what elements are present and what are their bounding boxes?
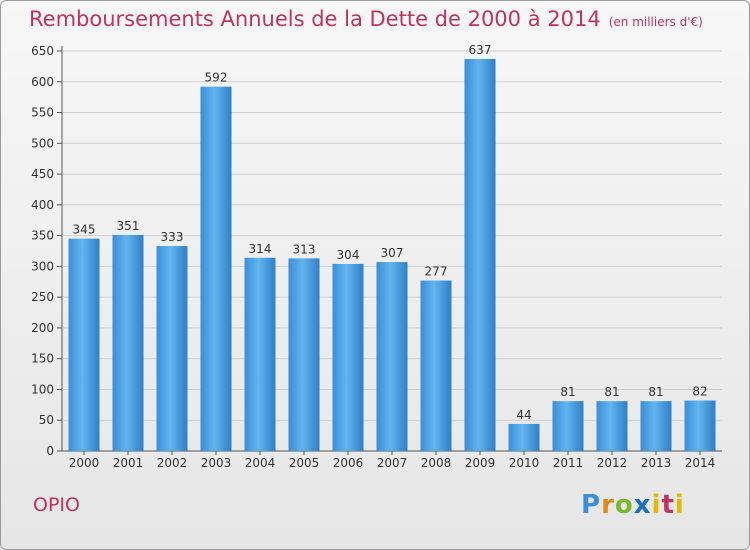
x-tick-label: 2011 [553,456,584,470]
x-tick-label: 2008 [421,456,452,470]
bar [684,400,716,451]
y-tick-label: 350 [31,229,54,243]
bar [68,238,100,451]
y-tick-label: 450 [31,167,54,181]
y-tick-label: 550 [31,106,54,120]
chart-subtitle: (en milliers d'€) [608,15,703,29]
bar [288,258,320,451]
y-tick-label: 0 [46,444,54,458]
y-tick-label: 300 [31,259,54,273]
y-tick-label: 600 [31,75,54,89]
bar [244,257,276,451]
x-tick-label: 2010 [509,456,540,470]
x-tick-label: 2000 [69,456,100,470]
y-tick-label: 400 [31,198,54,212]
data-label: 637 [469,43,492,57]
x-tick-label: 2004 [245,456,276,470]
x-tick-label: 2005 [289,456,320,470]
bar [112,235,144,451]
labels: 0 50 100 150 200 250 300 350 400 450 500 550 600 650 3… [31,43,715,470]
x-tick-label: 2003 [201,456,232,470]
y-tick-label: 150 [31,352,54,366]
y-tick-label: 250 [31,290,54,304]
data-label: 82 [692,385,707,399]
bar [332,263,364,451]
bars [68,59,716,451]
chart-title: Remboursements Annuels de la Dette de 20… [29,7,703,31]
bar [640,401,672,451]
y-tick-label: 50 [39,413,54,427]
y-tick-label: 200 [31,321,54,335]
data-label: 351 [117,219,140,233]
bar [596,401,628,451]
y-tick-label: 500 [31,136,54,150]
bar [156,246,188,451]
bar [552,401,584,451]
data-label: 307 [381,246,404,260]
data-label: 304 [337,248,360,262]
x-tick-label: 2012 [597,456,628,470]
bar [464,59,496,451]
x-tick-label: 2006 [333,456,364,470]
x-tick-label: 2001 [113,456,144,470]
x-tick-label: 2002 [157,456,188,470]
x-tick-label: 2009 [465,456,496,470]
bar [420,280,452,451]
bar [376,262,408,451]
data-label: 592 [205,71,228,85]
data-label: 345 [73,223,96,237]
x-tick-label: 2007 [377,456,408,470]
data-label: 44 [516,408,531,422]
x-tick-label: 2014 [685,456,716,470]
y-tick-label: 100 [31,382,54,396]
data-label: 81 [648,385,663,399]
title-text: Remboursements Annuels de la Dette de 20… [29,7,601,31]
data-label: 314 [249,242,272,256]
data-label: 81 [560,385,575,399]
data-label: 313 [293,242,316,256]
proxiti-logo: Proxiti [581,490,685,520]
x-tick-label: 2013 [641,456,672,470]
data-label: 333 [161,230,184,244]
y-tick-label: 650 [31,44,54,58]
data-label: 277 [425,265,448,279]
data-label: 81 [604,385,619,399]
bar [200,86,232,451]
town-name: OPIO [33,494,80,516]
bar [508,423,540,451]
